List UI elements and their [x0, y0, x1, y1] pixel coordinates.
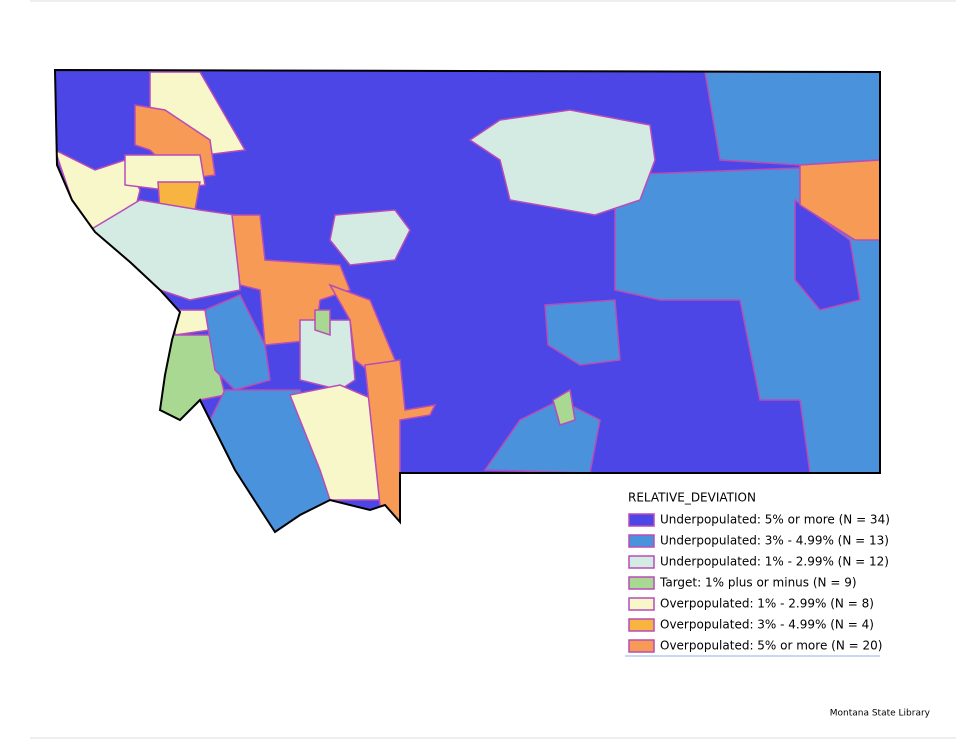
district [552, 388, 576, 426]
legend-swatch [628, 576, 655, 590]
legend-swatch [628, 639, 655, 653]
legend-label: Overpopulated: 5% or more (N = 20) [660, 639, 882, 653]
district [231, 214, 351, 346]
district [314, 309, 331, 337]
legend-swatch [628, 618, 655, 632]
district [468, 109, 656, 216]
legend-label: Underpopulated: 1% - 2.99% (N = 12) [660, 555, 889, 569]
legend-label: Underpopulated: 5% or more (N = 34) [660, 513, 890, 527]
legend-label: Overpopulated: 1% - 2.99% (N = 8) [660, 597, 874, 611]
legend-title: RELATIVE_DEVIATION [628, 491, 756, 505]
legend-swatch [628, 597, 655, 611]
legend-label: Underpopulated: 3% - 4.99% (N = 13) [660, 534, 889, 548]
district [204, 294, 271, 391]
districts [55, 70, 880, 532]
legend-label: Overpopulated: 3% - 4.99% (N = 4) [660, 618, 874, 632]
district [799, 159, 880, 241]
district [329, 209, 411, 266]
state-outline [53, 68, 881, 534]
legend: Underpopulated: 5% or more (N = 34) Under… [625, 513, 890, 657]
credit: Montana State Library [830, 709, 931, 719]
legend-swatch [628, 534, 655, 548]
district [544, 299, 621, 366]
district [299, 319, 356, 391]
district [794, 198, 861, 311]
district [704, 71, 880, 166]
district [149, 71, 247, 156]
legend-swatch [628, 555, 655, 569]
legend-swatch [628, 513, 655, 527]
legend-label: Target: 1% plus or minus (N = 9) [659, 576, 857, 590]
